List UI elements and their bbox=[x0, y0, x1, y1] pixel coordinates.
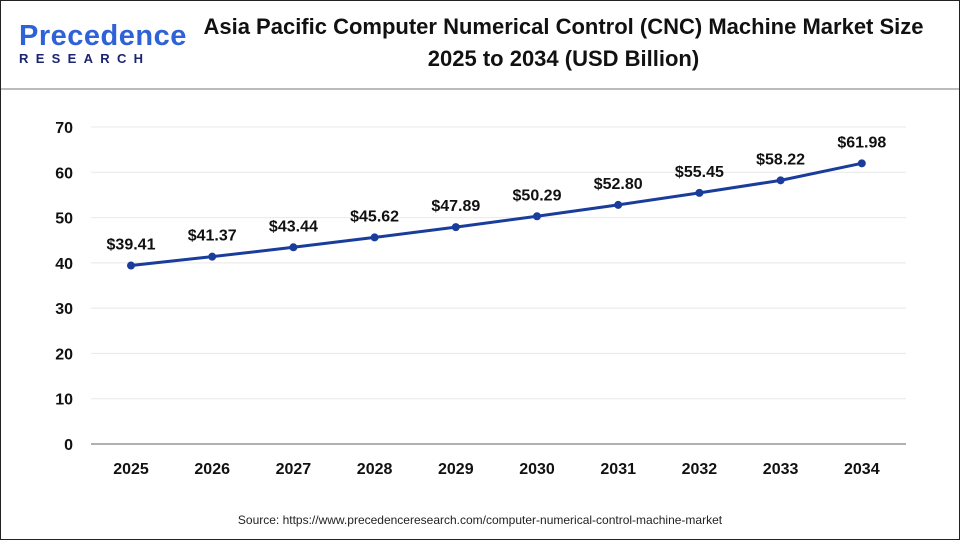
x-tick-label: 2033 bbox=[763, 461, 799, 478]
chart-title: Asia Pacific Computer Numerical Control … bbox=[203, 14, 924, 71]
x-tick-label: 2028 bbox=[357, 461, 393, 478]
data-label: $61.98 bbox=[837, 134, 886, 151]
data-point bbox=[127, 261, 135, 270]
logo-letter: P bbox=[19, 20, 39, 52]
y-tick-label: 50 bbox=[55, 211, 73, 228]
x-tick-label: 2026 bbox=[194, 461, 230, 478]
data-label: $43.44 bbox=[269, 218, 318, 235]
data-label: $58.22 bbox=[756, 151, 805, 168]
precedence-research-logo: Precedence RESEARCH bbox=[19, 20, 186, 66]
y-tick-label: 10 bbox=[55, 392, 73, 409]
x-tick-label: 2032 bbox=[682, 461, 718, 478]
data-label: $52.80 bbox=[594, 176, 643, 193]
y-tick-label: 40 bbox=[55, 256, 73, 273]
data-label: $45.62 bbox=[350, 208, 399, 225]
y-tick-label: 20 bbox=[55, 346, 73, 363]
data-label: $41.37 bbox=[188, 228, 237, 245]
data-point bbox=[289, 243, 298, 252]
x-tick-label: 2030 bbox=[519, 461, 555, 478]
y-tick-label: 70 bbox=[55, 120, 73, 137]
data-point bbox=[370, 233, 379, 242]
header-divider bbox=[1, 88, 959, 90]
logo-text: recedence bbox=[38, 20, 187, 52]
y-tick-label: 0 bbox=[64, 437, 73, 454]
x-tick-label: 2034 bbox=[844, 461, 880, 478]
x-tick-label: 2029 bbox=[438, 461, 474, 478]
data-point bbox=[451, 223, 460, 232]
y-tick-label: 30 bbox=[55, 301, 73, 318]
source-note: Source: https://www.precedenceresearch.c… bbox=[237, 513, 723, 527]
data-point bbox=[857, 159, 866, 168]
data-label: $39.41 bbox=[107, 237, 156, 254]
data-point bbox=[533, 212, 541, 221]
data-label: $47.89 bbox=[431, 198, 480, 215]
data-label: $50.29 bbox=[513, 187, 562, 204]
data-point bbox=[695, 188, 704, 197]
data-point bbox=[614, 200, 623, 209]
series-line bbox=[130, 161, 863, 268]
data-point bbox=[776, 176, 785, 185]
data-label: $55.45 bbox=[675, 164, 724, 181]
logo-subtext: RESEARCH bbox=[19, 51, 151, 66]
x-tick-label: 2027 bbox=[276, 461, 312, 478]
y-tick-label: 60 bbox=[55, 165, 73, 182]
x-tick-label: 2025 bbox=[113, 461, 149, 478]
data-point bbox=[208, 252, 217, 261]
x-tick-label: 2031 bbox=[600, 461, 636, 478]
